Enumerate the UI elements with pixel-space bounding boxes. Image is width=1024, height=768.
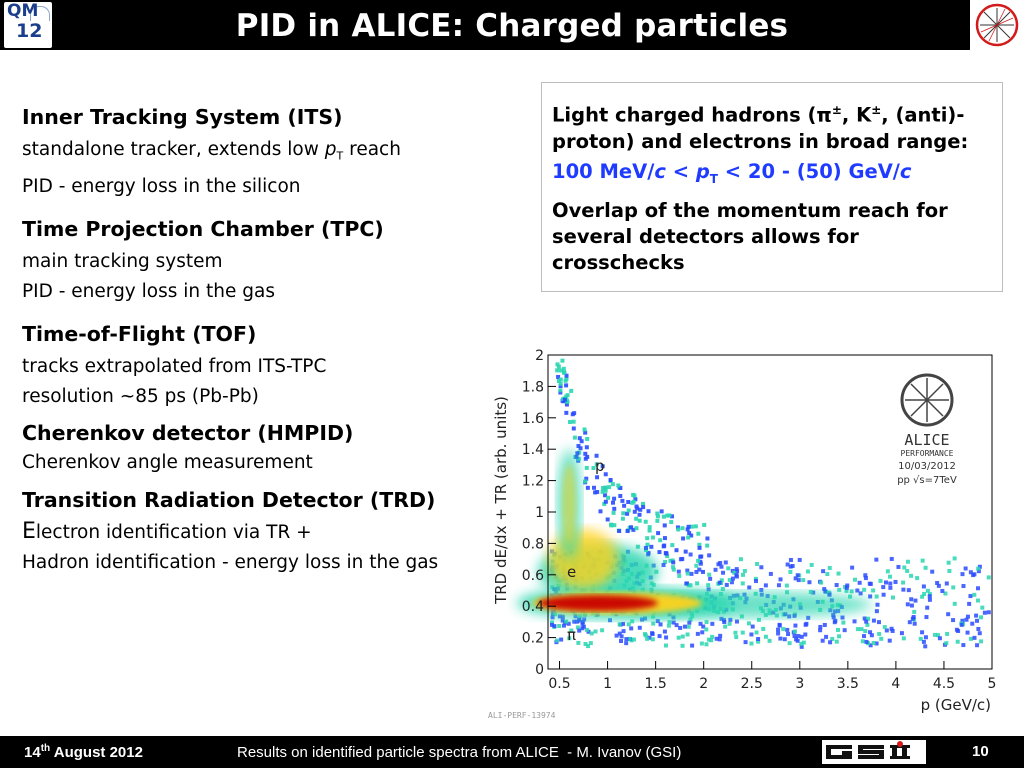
hadron-range-text: Light charged hadrons (π±, K±, (anti)-pr… [552,103,969,153]
its-line-1: standalone tracker, extends low pT reach [22,139,401,163]
gsi-logo [822,740,926,764]
footer-date: 14th August 2012 [24,743,143,761]
x-axis-label: p (GeV/c) [921,696,991,714]
trd-line-1: Electron identification via TR + [22,518,312,544]
detector-list: Inner Tracking System (ITS) standalone t… [22,104,492,578]
tpc-heading: Time Projection Chamber (TPC) [22,216,384,241]
pion-label: π [567,626,576,644]
y-tick-label: 2 [535,348,544,364]
badge-line-1: PERFORMANCE [901,449,954,458]
y-axis-label: TRD dE/dx + TR (arb. units) [492,396,510,605]
density-heatmap [516,358,991,649]
y-axis: 0 0.2 0.4 0.6 0.8 1 1.2 1.4 1.6 1.8 2 [522,348,556,678]
badge-line-2: 10/03/2012 [898,461,956,472]
summary-box: Light charged hadrons (π±, K±, (anti)-pr… [541,82,1003,292]
x-tick-label: 2.5 [741,676,763,692]
alice-logo-icon [970,0,1024,50]
y-tick-label: 0.8 [522,536,544,552]
its-section: Inner Tracking System (ITS) standalone t… [22,104,492,202]
x-tick-label: 4.5 [933,676,955,692]
y-tick-label: 1.6 [522,411,544,427]
alice-performance-badge: ALICE PERFORMANCE 10/03/2012 pp √s=7TeV [897,373,957,486]
trd-line-2: Hadron identification - energy loss in t… [22,551,439,573]
its-line-2: PID - energy loss in the silicon [22,175,301,197]
title-bar: QM 12 PID in ALICE: Charged particles [0,0,1024,50]
x-tick-label: 3 [795,676,804,692]
x-tick-label: 1.5 [645,676,667,692]
overlap-text: Overlap of the momentum reach for severa… [552,199,948,275]
y-tick-label: 0.6 [522,568,544,584]
tof-heading: Time-of-Flight (TOF) [22,321,257,346]
tof-section: Time-of-Flight (TOF) tracks extrapolated… [22,321,492,412]
x-tick-label: 3.5 [837,676,859,692]
y-tick-label: 1.8 [522,379,544,395]
y-tick-label: 1.2 [522,474,544,490]
x-tick-label: 4 [891,676,900,692]
badge-line-3: pp √s=7TeV [897,475,957,486]
y-tick-label: 1 [535,505,544,521]
its-heading: Inner Tracking System (ITS) [22,105,343,129]
trd-pid-plot: 0.5 1 1.5 2 2.5 3 3.5 4 4.5 5 0 0.2 0.4 0.6 0.8 1 1.2 1.… [486,340,1001,725]
x-tick-label: 1 [603,676,612,692]
x-tick-label: 0.5 [548,676,570,692]
qm-logo-text: QM [7,1,39,21]
x-axis: 0.5 1 1.5 2 2.5 3 3.5 4 4.5 5 [548,661,996,692]
capitol-dome-icon [30,6,50,21]
trd-heading: Transition Radiation Detector (TRD) [22,487,436,512]
hmpid-heading: Cherenkov detector (HMPID) [22,420,354,445]
figure-id: ALI-PERF-13974 [488,711,556,720]
qm12-logo: QM 12 [4,2,52,48]
momentum-range: 100 MeV/c < pT < 20 - (50) GeV/c [552,159,912,186]
y-tick-label: 1.4 [522,442,544,458]
y-tick-label: 0.4 [522,599,544,615]
y-tick-label: 0 [535,662,544,678]
tpc-line-1: main tracking system [22,250,223,272]
gsi-logo-icon [822,741,926,761]
hmpid-line-1: Cherenkov angle measurement [22,451,313,473]
footer-text: Results on identified particle spectra f… [237,744,682,761]
y-tick-label: 0.2 [522,631,544,647]
tof-line-1: tracks extrapolated from ITS-TPC [22,355,327,377]
proton-label: p [595,457,605,475]
tpc-section: Time Projection Chamber (TPC) main track… [22,216,492,307]
page-number: 10 [972,743,989,760]
hmpid-section: Cherenkov detector (HMPID) Cherenkov ang… [22,420,492,478]
qm-logo-year: 12 [16,20,43,42]
x-tick-label: 5 [988,676,997,692]
tof-line-2: resolution ~85 ps (Pb-Pb) [22,385,259,407]
tpc-line-2: PID - energy loss in the gas [22,280,275,302]
trd-section: Transition Radiation Detector (TRD) Elec… [22,487,492,578]
slide-title: PID in ALICE: Charged particles [235,8,789,44]
footer-bar: 14th August 2012 Results on identified p… [0,736,1024,768]
electron-label: e [567,563,576,581]
x-tick-label: 2 [699,676,708,692]
badge-name: ALICE [904,431,949,449]
